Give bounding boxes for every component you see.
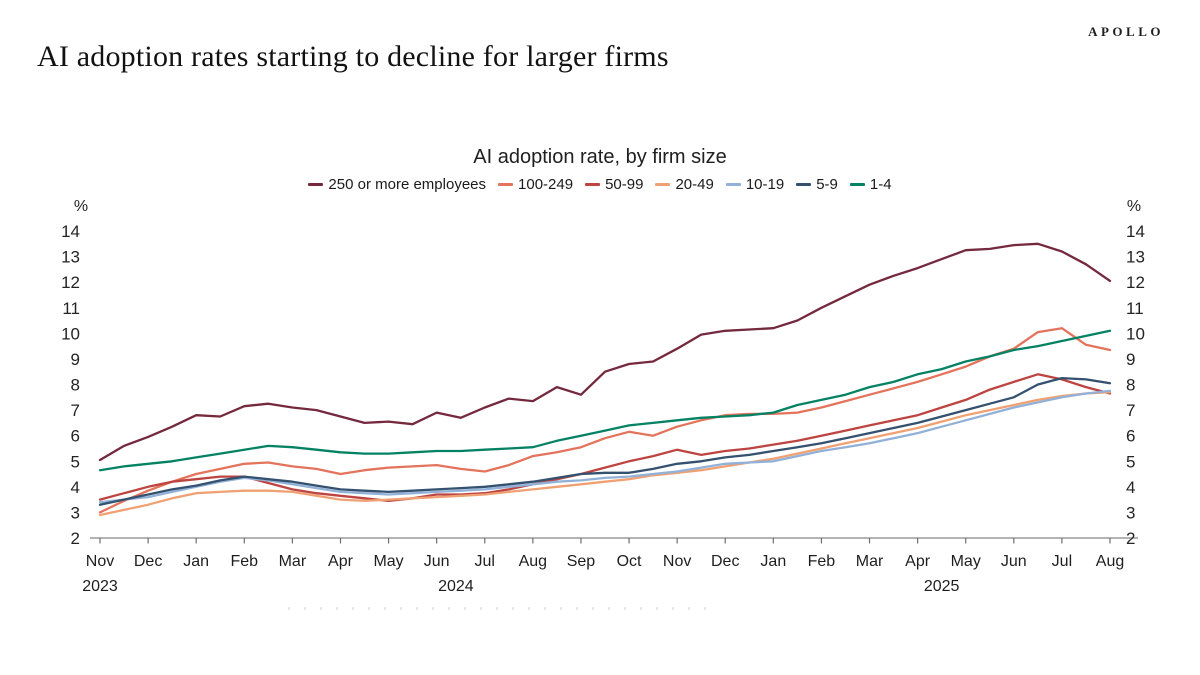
legend-item-5: 10-19 — [725, 176, 785, 193]
page-title: AI adoption rates starting to decline fo… — [37, 40, 669, 73]
legend-swatch — [655, 183, 671, 186]
y-axis-tick-label-right: 9 — [1126, 350, 1135, 369]
y-axis-tick-label-right: 2 — [1126, 529, 1135, 548]
x-axis-month-label: Jul — [475, 553, 495, 570]
series-line-50-99 — [98, 373, 1112, 503]
x-axis-month-label: Sep — [567, 553, 596, 570]
x-axis-month-label: Feb — [230, 553, 258, 570]
y-axis-tick-label-right: 12 — [1126, 273, 1145, 292]
y-axis-tick-label-right: 5 — [1126, 452, 1135, 471]
legend-item-2: 100-249 — [498, 176, 573, 193]
legend-swatch — [498, 183, 514, 186]
faded-source-note — [288, 607, 718, 610]
y-axis-unit-right: % — [1127, 198, 1141, 215]
y-axis-tick-label-right: 11 — [1126, 299, 1144, 318]
chart-title: AI adoption rate, by firm size — [473, 146, 727, 168]
x-axis-year-label: 2025 — [924, 578, 960, 595]
x-axis-month-label: Oct — [617, 553, 642, 570]
brand-logo: APOLLO — [1088, 24, 1164, 39]
legend-label: 1-4 — [869, 176, 892, 193]
legend-item-4: 20-49 — [655, 176, 714, 193]
x-axis-month-label: Mar — [856, 553, 884, 570]
x-axis-month-label: Nov — [86, 553, 114, 570]
legend-item-6: 5-9 — [796, 176, 838, 193]
x-axis-year-label: 2023 — [82, 578, 118, 595]
y-axis-tick-label-left: 4 — [71, 478, 80, 497]
series-line-250-or-more-employees — [98, 242, 1112, 462]
legend-item-7: 1-4 — [849, 176, 892, 193]
legend-label: 10-19 — [745, 176, 785, 193]
x-axis-month-label: Jun — [424, 553, 450, 570]
y-axis-tick-label-left: 14 — [61, 222, 80, 241]
y-axis-tick-label-right: 7 — [1126, 401, 1135, 420]
chart-legend: 250 or more employees 100-249 50-99 20-49 10… — [0, 176, 1200, 193]
y-axis-tick-label-left: 8 — [71, 376, 80, 395]
x-axis-month-label: Nov — [663, 553, 691, 570]
x-axis-year-label: 2024 — [438, 578, 474, 595]
y-axis-tick-label-left: 12 — [61, 273, 80, 292]
legend-label: 20-49 — [675, 176, 714, 193]
legend-label: 250 or more employees — [328, 176, 487, 193]
x-axis-month-label: Jun — [1001, 553, 1027, 570]
legend-swatch — [796, 183, 812, 186]
y-axis-tick-label-left: 5 — [71, 452, 80, 471]
y-axis-tick-label-right: 10 — [1126, 324, 1145, 343]
legend-swatch — [849, 183, 865, 186]
x-axis-month-label: Dec — [134, 553, 162, 570]
series-line-5-9 — [98, 376, 1112, 506]
y-axis-tick-label-right: 14 — [1126, 222, 1145, 241]
series-line-100-249 — [98, 327, 1112, 514]
legend-item-3: 50-99 — [585, 176, 643, 193]
legend-swatch — [308, 183, 324, 186]
y-axis-tick-label-left: 3 — [71, 503, 80, 522]
series-line-10-19 — [98, 389, 1112, 504]
x-axis-month-label: Aug — [519, 553, 547, 570]
legend-swatch — [585, 183, 601, 186]
y-axis-tick-label-left: 11 — [62, 299, 80, 318]
x-axis-month-label: May — [951, 553, 981, 570]
legend-label: 5-9 — [816, 176, 838, 193]
y-axis-tick-label-right: 8 — [1126, 376, 1135, 395]
y-axis-tick-label-left: 13 — [61, 248, 80, 267]
legend-item-1: 250 or more employees — [308, 176, 486, 193]
legend-swatch — [725, 183, 741, 186]
x-axis-month-label: Jul — [1052, 553, 1072, 570]
x-axis-month-label: Aug — [1096, 553, 1124, 570]
y-axis-unit-left: % — [74, 198, 88, 215]
y-axis-tick-label-right: 6 — [1126, 427, 1135, 446]
legend-label: 100-249 — [518, 176, 574, 193]
x-axis-month-label: Jan — [183, 553, 209, 570]
y-axis-tick-label-left: 7 — [71, 401, 80, 420]
y-axis-tick-label-right: 4 — [1126, 478, 1135, 497]
x-axis-month-label: Apr — [905, 553, 931, 570]
x-axis-month-label: Dec — [711, 553, 739, 570]
series-line-1-4 — [98, 329, 1112, 472]
y-axis-tick-label-left: 2 — [71, 529, 80, 548]
x-axis-month-label: Jan — [760, 553, 786, 570]
legend-label: 50-99 — [605, 176, 644, 193]
series-line-20-49 — [98, 391, 1112, 517]
y-axis-tick-label-right: 3 — [1126, 503, 1135, 522]
y-axis-tick-label-left: 9 — [71, 350, 80, 369]
y-axis-tick-label-left: 10 — [61, 324, 80, 343]
x-axis-month-label: Mar — [279, 553, 307, 570]
y-axis-tick-label-right: 13 — [1126, 248, 1145, 267]
x-axis-month-label: May — [373, 553, 403, 570]
x-axis-month-label: Apr — [328, 553, 354, 570]
x-axis-month-label: Feb — [808, 553, 836, 570]
y-axis-tick-label-left: 6 — [71, 427, 80, 446]
